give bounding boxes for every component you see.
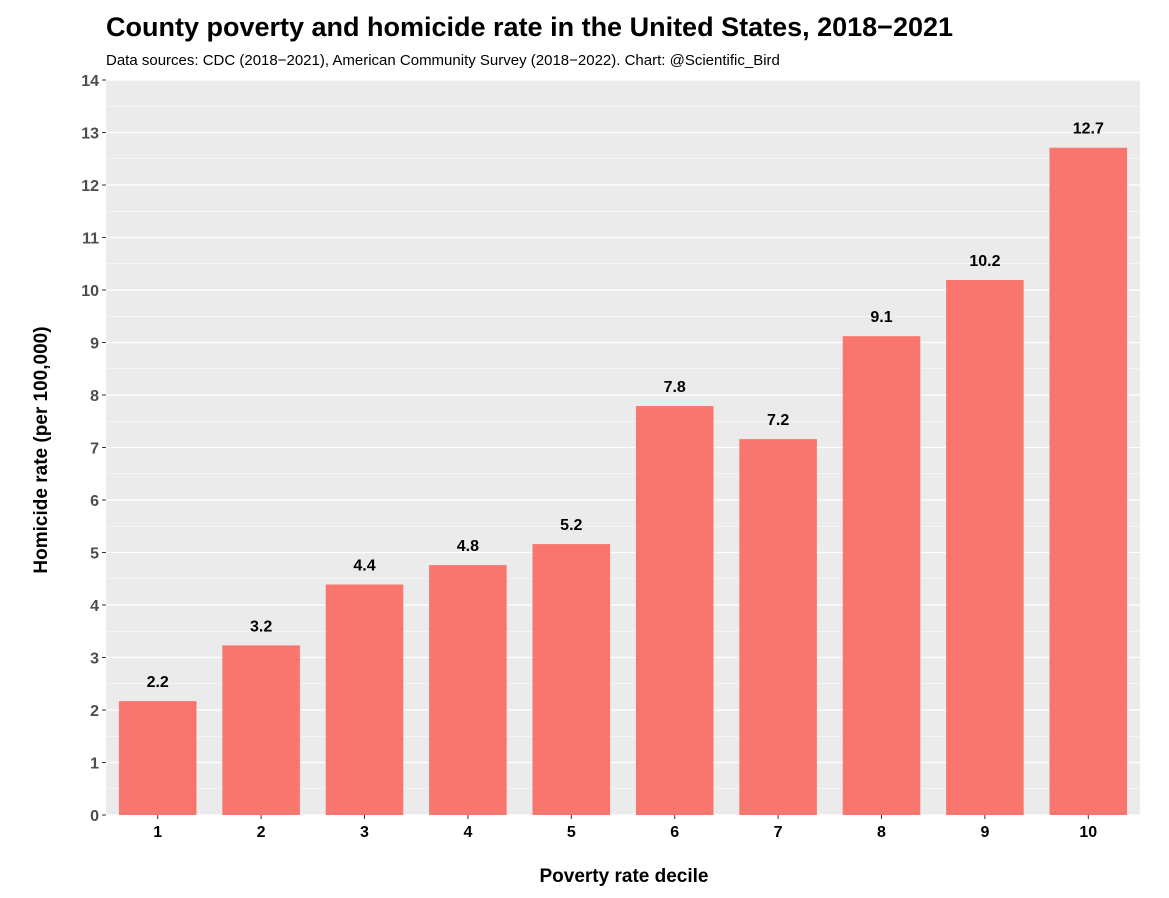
x-tick-label: 3 [360, 824, 369, 841]
y-tick-label: 8 [90, 388, 99, 405]
y-tick-label: 10 [81, 283, 99, 300]
x-tick-label: 10 [1079, 824, 1097, 841]
bar-value-label: 4.8 [457, 538, 479, 555]
data-labels: 2.2 3.2 4.4 4.8 5.2 7.8 7.2 9.1 10.2 12.7 [147, 121, 1104, 691]
bar-value-label: 2.2 [147, 674, 169, 691]
y-tick-label: 1 [90, 756, 99, 773]
chart-title: County poverty and homicide rate in the … [106, 12, 954, 42]
y-tick-label: 7 [90, 441, 99, 458]
x-tick-label: 6 [670, 824, 679, 841]
y-tick-label: 9 [90, 336, 99, 353]
bar-value-label: 5.2 [560, 517, 582, 534]
y-tick-label: 3 [90, 651, 99, 668]
x-tick-label: 9 [980, 824, 989, 841]
bar-decile-1 [118, 701, 197, 815]
x-tick-label: 8 [877, 824, 886, 841]
y-tick-label: 6 [90, 493, 99, 510]
bars [118, 147, 1128, 816]
bar-decile-4 [429, 565, 507, 815]
x-axis: 1 2 3 4 5 6 7 8 9 10 [153, 815, 1097, 841]
y-tick-label: 5 [90, 546, 99, 563]
bar-decile-10 [1049, 147, 1128, 816]
y-tick-label: 14 [81, 73, 99, 90]
bar-decile-6 [635, 406, 714, 815]
bar-decile-9 [946, 280, 1024, 815]
x-axis-title: Poverty rate decile [540, 866, 709, 887]
bar-value-label: 3.2 [250, 618, 272, 635]
bar-decile-8 [842, 336, 921, 815]
bar-decile-7 [739, 439, 817, 815]
bar-value-label: 7.2 [767, 412, 789, 429]
x-tick-label: 4 [463, 824, 472, 841]
bar-decile-2 [222, 645, 300, 815]
bar-value-label: 12.7 [1073, 121, 1104, 138]
y-tick-label: 11 [82, 231, 99, 248]
y-tick-label: 0 [90, 808, 99, 825]
chart-subtitle: Data sources: CDC (2018−2021), American … [106, 52, 780, 69]
x-tick-label: 1 [153, 824, 162, 841]
bar-value-label: 7.8 [664, 379, 686, 396]
x-tick-label: 2 [257, 824, 266, 841]
bar-decile-5 [532, 544, 611, 815]
bar-value-label: 9.1 [870, 309, 892, 326]
bar-value-label: 10.2 [969, 253, 1000, 270]
x-tick-label: 5 [567, 824, 576, 841]
y-tick-label: 13 [81, 126, 99, 143]
y-tick-label: 2 [90, 703, 99, 720]
bar-value-label: 4.4 [353, 558, 375, 575]
y-axis-title: Homicide rate (per 100,000) [31, 326, 52, 573]
y-tick-label: 12 [81, 178, 99, 195]
bar-decile-3 [325, 584, 404, 815]
y-tick-label: 4 [90, 598, 99, 615]
x-tick-label: 7 [774, 824, 783, 841]
